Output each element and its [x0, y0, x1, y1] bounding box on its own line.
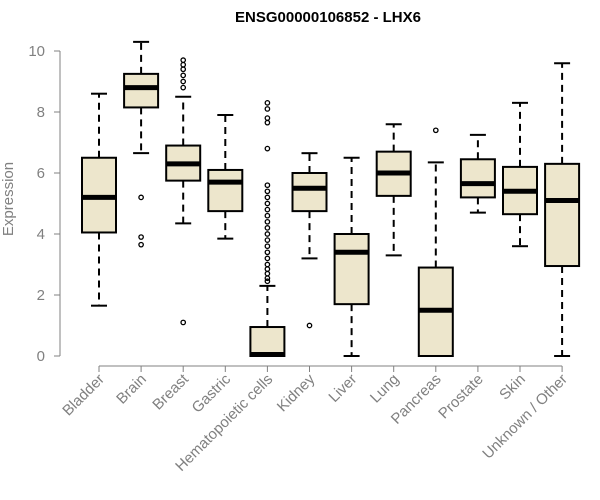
outlier-point: [264, 145, 271, 152]
y-axis-label: Expression: [0, 162, 17, 236]
iqr-box: [291, 172, 328, 213]
x-tick-label: Lung: [367, 371, 403, 407]
box-lung: [375, 123, 412, 257]
x-tick-label: Bladder: [59, 371, 108, 420]
box-prostate: [459, 133, 496, 214]
chart-title: ENSG00000106852 - LHX6: [235, 9, 421, 26]
outlier-point: [264, 243, 271, 250]
outlier-point: [264, 231, 271, 237]
x-tick-label: Skin: [496, 371, 529, 404]
outlier-point: [306, 322, 313, 329]
iqr-box: [459, 158, 496, 199]
y-tick-label: 4: [37, 226, 45, 243]
outlier-point: [264, 194, 271, 201]
y-tick-label: 0: [37, 348, 45, 365]
box-hematopoietic-cells: [249, 100, 286, 357]
outlier-point: [264, 188, 271, 195]
outlier-point: [180, 319, 187, 326]
outlier-point: [264, 212, 271, 219]
outlier-point: [264, 255, 271, 262]
outlier-point: [264, 261, 271, 268]
outlier-point: [264, 119, 271, 126]
box-brain: [123, 40, 160, 248]
iqr-box: [544, 162, 581, 268]
box-gastric: [207, 114, 244, 240]
x-tick-label: Prostate: [435, 371, 487, 423]
y-tick-label: 10: [28, 43, 45, 60]
iqr-box: [249, 326, 286, 357]
y-tick-label: 2: [37, 287, 45, 304]
boxes: [81, 40, 581, 357]
x-tick-label: Brain: [113, 371, 150, 408]
outlier-point: [264, 249, 271, 256]
outlier-point: [264, 278, 271, 285]
outlier-point: [180, 61, 187, 68]
outlier-point: [264, 237, 271, 243]
outlier-point: [264, 200, 271, 207]
box-kidney: [291, 152, 328, 329]
outlier-point: [180, 84, 187, 91]
outlier-point: [264, 206, 271, 213]
iqr-box: [207, 168, 244, 213]
outlier-point: [138, 234, 144, 240]
box-skin: [502, 101, 538, 248]
outlier-point: [180, 57, 187, 64]
outlier-point: [264, 275, 271, 282]
box-pancreas: [417, 127, 454, 357]
y-tick-label: 8: [37, 104, 45, 121]
outlier-point: [180, 78, 187, 85]
x-tick-label: Liver: [325, 371, 360, 406]
x-tick-label: Breast: [149, 370, 192, 413]
outlier-point: [264, 218, 271, 225]
outlier-point: [264, 266, 271, 272]
outlier-point: [264, 182, 271, 189]
outlier-point: [264, 270, 271, 277]
box-liver: [333, 156, 370, 357]
outlier-point: [264, 106, 271, 112]
outlier-point: [180, 72, 187, 79]
outlier-point: [138, 194, 144, 201]
outlier-point: [264, 225, 271, 231]
outlier-point: [138, 241, 144, 248]
x-tick-label: Kidney: [274, 370, 319, 415]
box-bladder: [81, 92, 117, 307]
iqr-box: [123, 72, 160, 109]
outlier-point: [432, 127, 439, 134]
y-tick-label: 6: [37, 165, 45, 182]
outlier-point: [180, 66, 187, 73]
outlier-point: [264, 115, 271, 121]
axes: 0 2 4 6 8 10: [28, 43, 563, 372]
box-breast: [165, 57, 202, 326]
outlier-point: [264, 100, 271, 106]
iqr-box: [333, 233, 370, 306]
box-unknown-other: [544, 62, 581, 357]
